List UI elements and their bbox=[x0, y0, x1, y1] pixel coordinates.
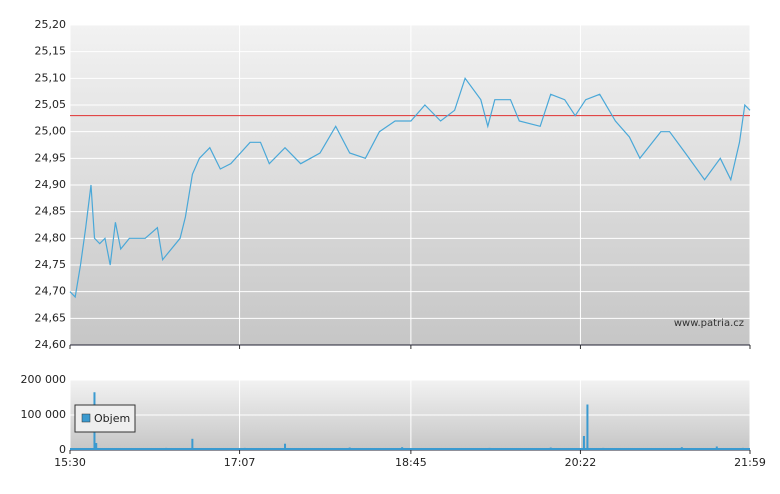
watermark: www.patria.cz bbox=[674, 318, 744, 329]
y-tick-label: 24,75 bbox=[35, 258, 67, 271]
x-tick-label: 18:45 bbox=[395, 456, 427, 469]
y-tick-label: 200 000 bbox=[21, 373, 67, 386]
y-tick-label: 25,10 bbox=[35, 71, 67, 84]
volume-bar bbox=[191, 438, 194, 450]
x-tick-label: 21:59 bbox=[734, 456, 766, 469]
volume-bar bbox=[488, 447, 491, 450]
volume-bar bbox=[112, 448, 115, 450]
volume-bar bbox=[401, 447, 404, 450]
x-tick-label: 20:22 bbox=[565, 456, 597, 469]
volume-bar bbox=[645, 448, 648, 450]
x-tick-label: 15:30 bbox=[54, 456, 86, 469]
y-tick-label: 24,60 bbox=[35, 338, 67, 351]
volume-bar bbox=[549, 447, 552, 450]
y-tick-label: 24,85 bbox=[35, 205, 67, 218]
volume-bar bbox=[95, 443, 98, 450]
y-tick-label: 24,70 bbox=[35, 285, 67, 298]
volume-bar bbox=[602, 447, 605, 450]
volume-bar bbox=[586, 404, 589, 450]
volume-bar bbox=[86, 448, 89, 450]
volume-bar bbox=[138, 448, 141, 450]
y-tick-label: 25,20 bbox=[35, 18, 67, 31]
x-tick-label: 17:07 bbox=[224, 456, 256, 469]
volume-bar bbox=[436, 448, 439, 450]
y-tick-label: 25,00 bbox=[35, 125, 67, 138]
y-tick-label: 24,80 bbox=[35, 231, 67, 244]
volume-bar bbox=[523, 448, 526, 450]
legend-swatch bbox=[81, 413, 91, 423]
volume-bar bbox=[72, 448, 75, 450]
volume-bar bbox=[284, 443, 287, 450]
y-tick-label: 100 000 bbox=[21, 408, 67, 421]
price-line bbox=[69, 77, 751, 299]
volume-bar bbox=[715, 446, 718, 450]
volume-bar bbox=[165, 447, 168, 450]
volume-bar bbox=[348, 447, 351, 450]
legend-label: Objem bbox=[94, 412, 130, 425]
volume-bar bbox=[243, 447, 246, 450]
volume-bar bbox=[742, 447, 745, 450]
volume-bar bbox=[582, 436, 585, 450]
volume-bar bbox=[313, 448, 316, 450]
y-tick-label: 24,65 bbox=[35, 311, 67, 324]
y-tick-label: 24,95 bbox=[35, 151, 67, 164]
y-tick-label: 24,90 bbox=[35, 178, 67, 191]
y-tick-label: 25,15 bbox=[35, 45, 67, 58]
volume-bar bbox=[208, 448, 211, 450]
volume-bar bbox=[680, 447, 683, 450]
y-tick-label: 25,05 bbox=[35, 98, 67, 111]
y-tick-label: 0 bbox=[59, 443, 66, 456]
